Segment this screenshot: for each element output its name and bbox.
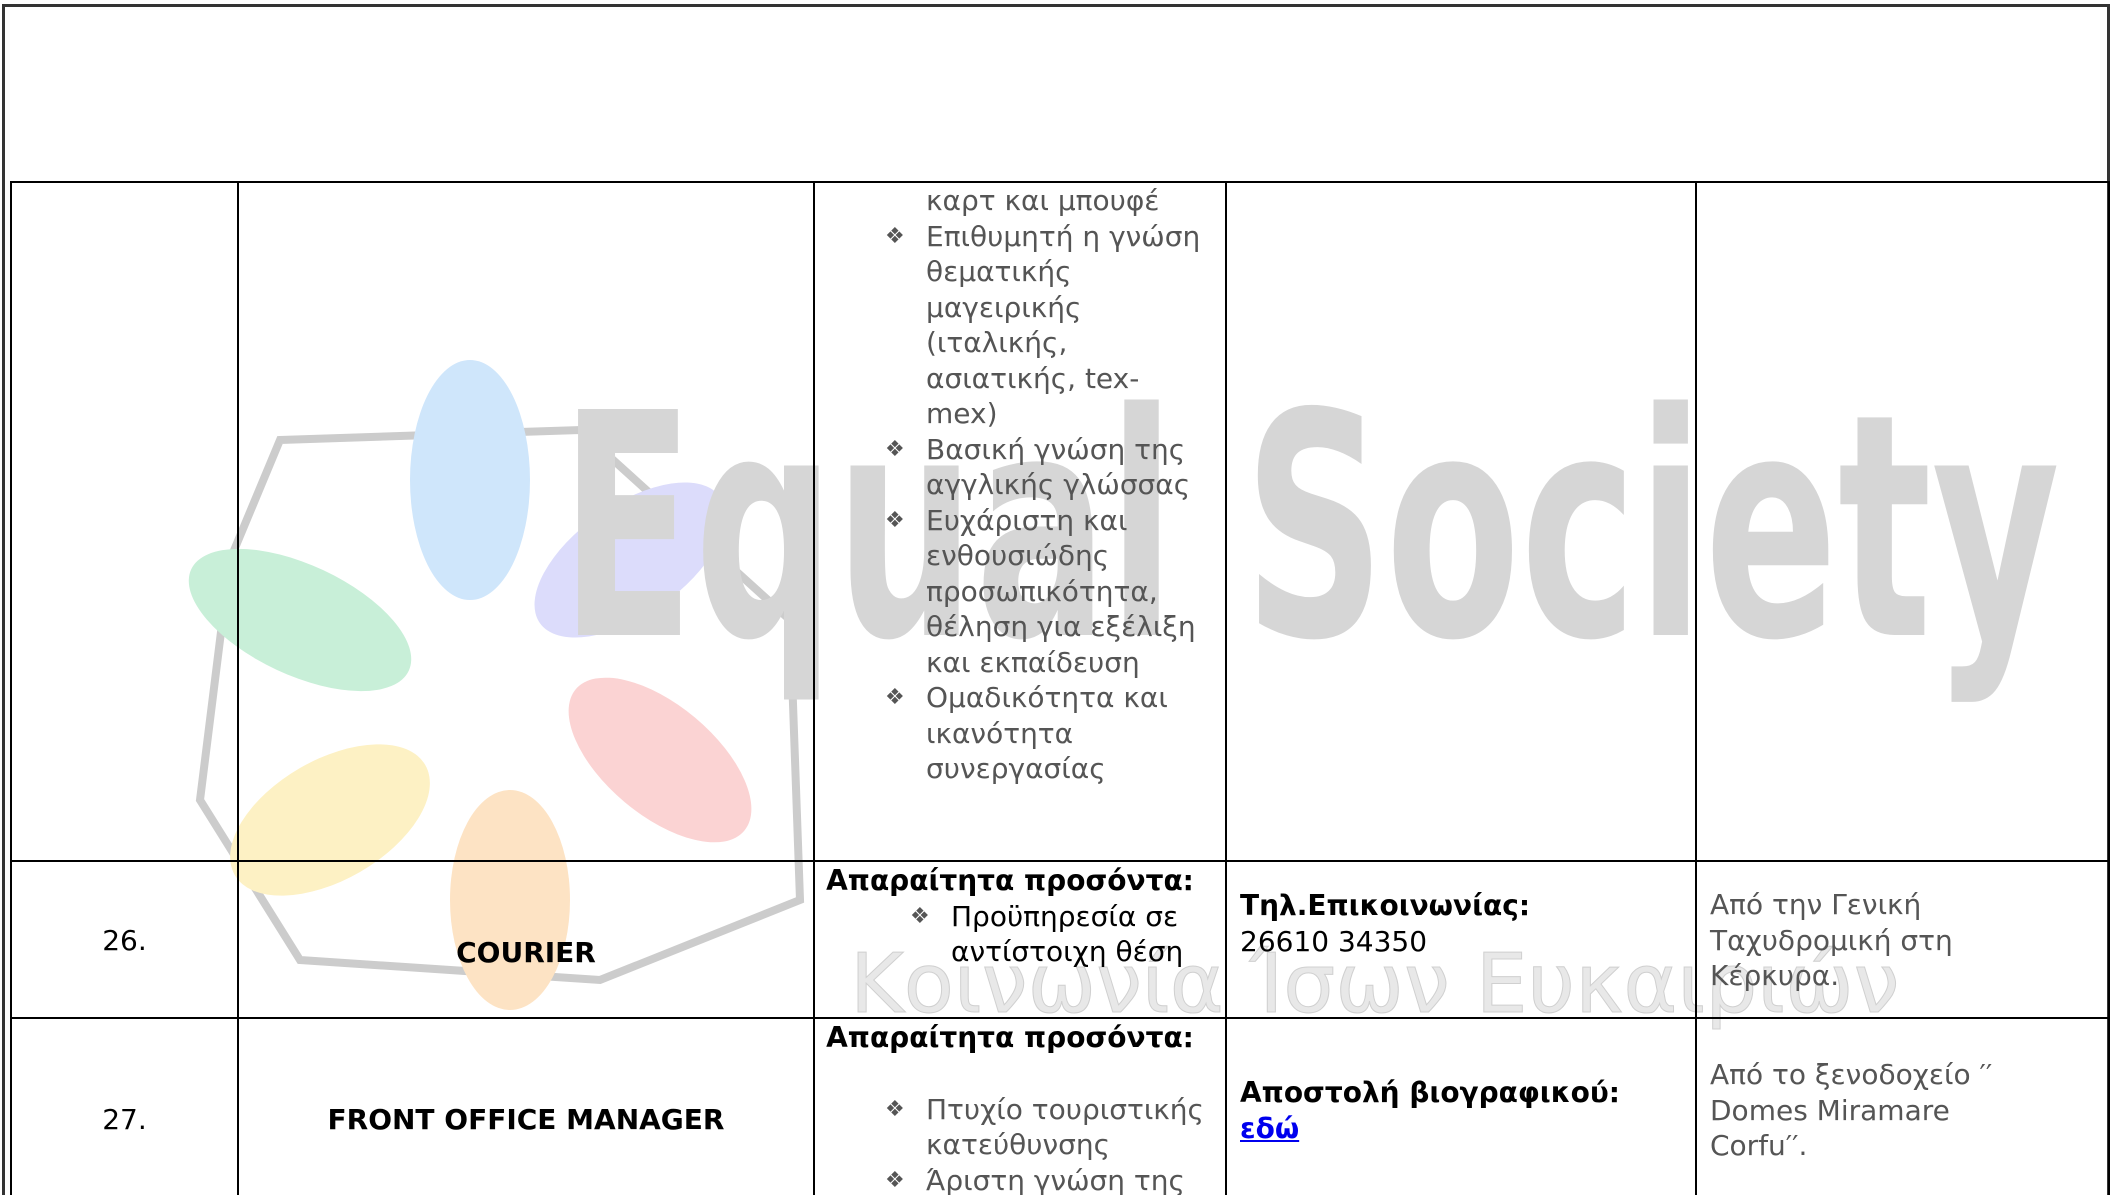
col-border bbox=[1695, 182, 1697, 1195]
row-number: 26. bbox=[102, 924, 147, 957]
hand-yellow bbox=[230, 744, 430, 896]
row-number: 27. bbox=[102, 1103, 147, 1136]
requirements-list: Πτυχίο τουριστικής κατεύθυνσηςΆριστη γνώ… bbox=[815, 1092, 1205, 1195]
row-border bbox=[10, 181, 2110, 183]
col-border bbox=[1225, 182, 1227, 1195]
hand-blue bbox=[410, 360, 530, 600]
requirements-list: Προϋπηρεσία σε αντίστοιχη θέση bbox=[840, 899, 1205, 970]
requirement-item: Επιθυμητή η γνώση θεματικής μαγειρικής (… bbox=[815, 219, 1205, 432]
requirement-item: καρτ και μπουφέ bbox=[926, 184, 1160, 217]
requirements-list: καρτ και μπουφέΕπιθυμητή η γνώση θεματικ… bbox=[815, 183, 1205, 787]
position-title: COURIER bbox=[456, 936, 596, 969]
position-title: FRONT OFFICE MANAGER bbox=[327, 1103, 725, 1136]
contact-label: Αποστολή βιογραφικού: bbox=[1240, 1076, 1620, 1109]
apply-link[interactable]: εδώ bbox=[1240, 1111, 1300, 1145]
col-border bbox=[2108, 182, 2110, 1195]
row-border bbox=[10, 860, 2110, 862]
requirements-cell: Απαραίτητα προσόντα: Πτυχίο τουριστικής … bbox=[815, 1020, 1225, 1195]
watermark-subtitle: Κοινωνία Ίσων Ευκαιριών bbox=[850, 937, 1899, 1032]
hand-red bbox=[568, 677, 752, 843]
watermark-title: Equal Society bbox=[560, 348, 2060, 709]
hand-orange bbox=[450, 790, 570, 1010]
requirements-heading: Απαραίτητα προσόντα: bbox=[826, 1021, 1194, 1054]
contact-cell: Τηλ.Επικοινωνίας: 26610 34350 bbox=[1240, 888, 1695, 959]
employer: Από το ξενοδοχείο ′′ Domes Miramare Corf… bbox=[1710, 1058, 1993, 1162]
employer: Από την Γενική Ταχυδρομική στη Κέρκυρα. bbox=[1710, 888, 1953, 992]
requirements-cell: καρτ και μπουφέΕπιθυμητή η γνώση θεματικ… bbox=[815, 183, 1225, 787]
contact-value: 26610 34350 bbox=[1240, 924, 1428, 958]
col-border bbox=[10, 182, 12, 1195]
col-border bbox=[237, 182, 239, 1195]
hand-purple bbox=[534, 482, 726, 638]
row-border bbox=[10, 1017, 2110, 1019]
requirement-item: Ευχάριστη και ενθουσιώδης προσωπικότητα,… bbox=[815, 503, 1205, 681]
contact-label: Τηλ.Επικοινωνίας: bbox=[1240, 889, 1531, 922]
requirement-item: Βασική γνώση της αγγλικής γλώσσας bbox=[815, 432, 1205, 503]
requirement-item: Πτυχίο τουριστικής κατεύθυνσης bbox=[815, 1092, 1205, 1163]
requirement-item: Ομαδικότητα και ικανότητα συνεργασίας bbox=[815, 680, 1205, 787]
requirement-item: Άριστη γνώση της bbox=[815, 1163, 1205, 1195]
requirements-heading: Απαραίτητα προσόντα: bbox=[826, 864, 1194, 897]
col-border bbox=[813, 182, 815, 1195]
requirements-cell: Απαραίτητα προσόντα: Προϋπηρεσία σε αντί… bbox=[815, 863, 1225, 970]
requirement-item: Προϋπηρεσία σε αντίστοιχη θέση bbox=[840, 899, 1205, 970]
hand-green bbox=[188, 548, 412, 692]
contact-cell: Αποστολή βιογραφικού: εδώ bbox=[1240, 1075, 1695, 1146]
